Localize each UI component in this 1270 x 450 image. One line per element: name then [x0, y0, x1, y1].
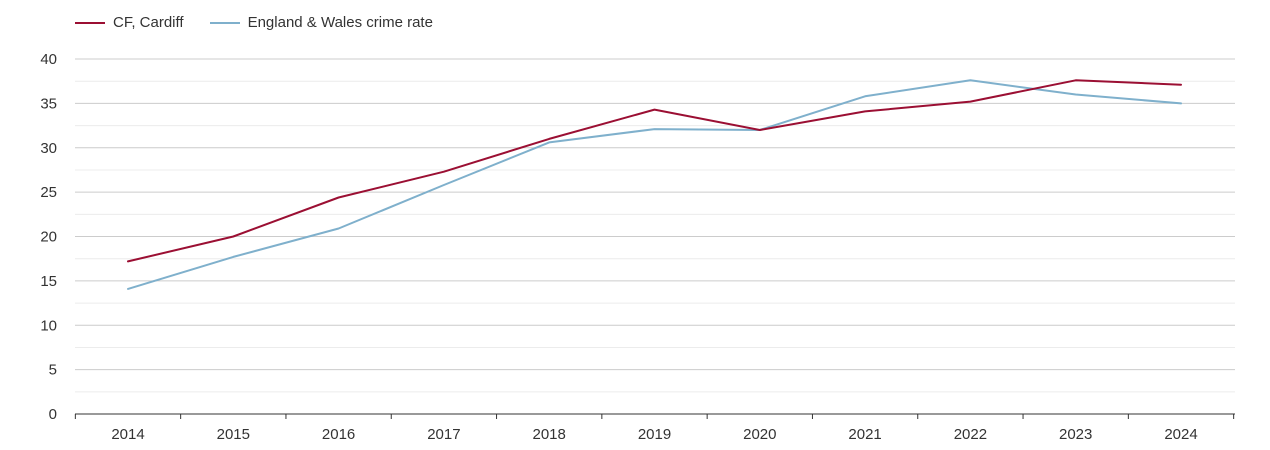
data-point-cardiff: [1072, 76, 1080, 84]
legend-label-england-wales: England & Wales crime rate: [247, 14, 433, 31]
grid-layer: [75, 58, 1235, 393]
y-tick-label: 25: [40, 184, 57, 201]
legend: CF, Cardiff England & Wales crime rate: [75, 14, 433, 31]
y-tick-label: 15: [40, 273, 57, 290]
y-tick-label: 0: [49, 406, 57, 423]
data-point-cardiff: [335, 193, 343, 201]
data-point-cardiff: [966, 98, 974, 106]
data-point-cardiff: [545, 135, 553, 143]
data-point-cardiff: [861, 107, 869, 115]
y-tick-label: 35: [40, 95, 57, 112]
data-point-cardiff: [229, 233, 237, 241]
x-tick-label: 2017: [427, 426, 460, 443]
legend-label-cardiff: CF, Cardiff: [113, 14, 184, 31]
data-point-england-wales: [440, 181, 448, 189]
data-point-england-wales: [1177, 99, 1185, 107]
y-tick-label: 10: [40, 317, 57, 334]
legend-item-cardiff[interactable]: CF, Cardiff: [75, 14, 184, 31]
series-line-england-wales: [127, 79, 1182, 290]
x-tick-label: 2015: [217, 426, 250, 443]
y-tick-label: 30: [40, 140, 57, 157]
data-point-england-wales: [966, 76, 974, 84]
y-tick-label: 5: [49, 362, 57, 379]
axis-layer: 0 5 10 15 20 25 30 35 40 2014 2015 2016 2017 2018 2019…: [40, 51, 1235, 443]
x-tick-label: 2021: [848, 426, 881, 443]
data-point-cardiff: [124, 257, 132, 265]
x-tick-label: 2016: [322, 426, 355, 443]
x-tick-label: 2019: [638, 426, 671, 443]
legend-item-england-wales[interactable]: England & Wales crime rate: [209, 14, 433, 31]
legend-swatch-cardiff: [75, 21, 105, 24]
data-point-england-wales: [861, 92, 869, 100]
data-point-england-wales: [229, 253, 237, 261]
x-tick-label: 2024: [1164, 426, 1197, 443]
series-layer: [124, 76, 1185, 293]
data-point-cardiff: [651, 106, 659, 114]
data-point-england-wales: [1072, 91, 1080, 99]
data-point-england-wales: [124, 285, 132, 293]
y-tick-label: 20: [40, 229, 57, 246]
legend-swatch-england-wales: [209, 21, 240, 24]
data-point-cardiff: [756, 126, 764, 134]
x-tick-label: 2023: [1059, 426, 1092, 443]
data-point-cardiff: [440, 168, 448, 176]
x-tick-label: 2020: [743, 426, 776, 443]
data-point-england-wales: [651, 125, 659, 133]
data-point-cardiff: [1177, 81, 1185, 89]
x-tick-label: 2022: [954, 426, 987, 443]
y-tick-label: 40: [40, 51, 57, 68]
series-line-cardiff: [127, 79, 1182, 263]
x-tick-label: 2014: [111, 426, 144, 443]
x-tick-label: 2018: [533, 426, 566, 443]
data-point-england-wales: [335, 225, 343, 233]
